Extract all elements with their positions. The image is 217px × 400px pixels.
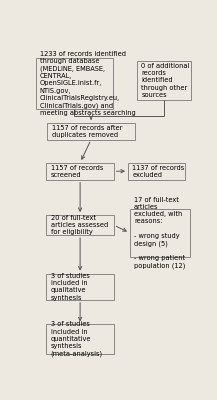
Text: 20 of full-text
articles assessed
for eligibility: 20 of full-text articles assessed for el… bbox=[51, 215, 108, 235]
FancyBboxPatch shape bbox=[137, 61, 191, 100]
Text: 3 of studies
included in
qualitative
synthesis: 3 of studies included in qualitative syn… bbox=[51, 273, 90, 300]
FancyBboxPatch shape bbox=[47, 123, 135, 140]
FancyBboxPatch shape bbox=[46, 215, 114, 235]
Text: 1157 of records
screened: 1157 of records screened bbox=[51, 164, 103, 178]
FancyBboxPatch shape bbox=[46, 274, 114, 300]
FancyBboxPatch shape bbox=[46, 163, 114, 180]
Text: 1157 of records after
duplicates removed: 1157 of records after duplicates removed bbox=[51, 124, 122, 138]
Text: 3 of studies
included in
quantitative
synthesis
(meta-analysis): 3 of studies included in quantitative sy… bbox=[51, 321, 103, 357]
Text: 1233 of records identified
through database
(MEDLINE, EMBASE,
CENTRAL,
OpenSIGLE: 1233 of records identified through datab… bbox=[40, 51, 135, 116]
Text: 0 of additional
records
identified
through other
sources: 0 of additional records identified throu… bbox=[141, 63, 190, 98]
Text: 1137 of records
excluded: 1137 of records excluded bbox=[132, 164, 184, 178]
FancyBboxPatch shape bbox=[36, 58, 113, 109]
FancyBboxPatch shape bbox=[46, 324, 114, 354]
FancyBboxPatch shape bbox=[128, 163, 185, 180]
FancyBboxPatch shape bbox=[130, 209, 190, 257]
Text: 17 of full-text
articles
excluded, with
reasons:

- wrong study
design (5)

- wr: 17 of full-text articles excluded, with … bbox=[134, 197, 185, 269]
